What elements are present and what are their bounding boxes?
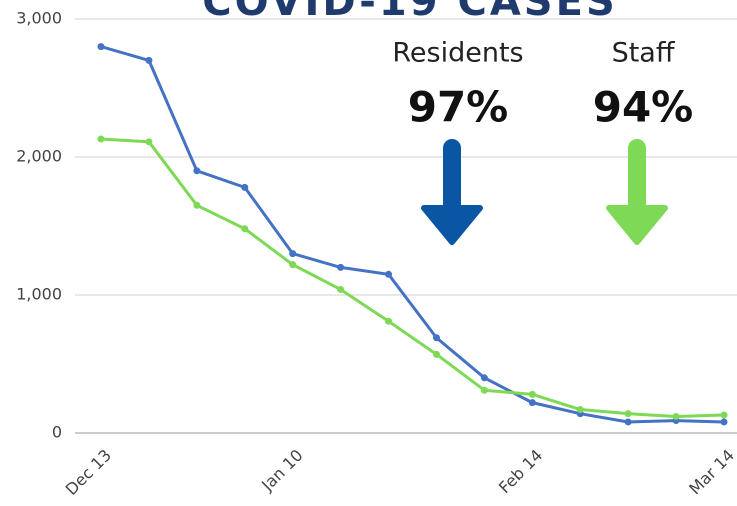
data-point [528,399,536,407]
annotation-label: Staff [612,38,676,69]
data-point [385,270,393,278]
annotation-label: Residents [392,38,523,69]
data-point [672,412,680,420]
y-tick-label: 3,000 [16,9,62,28]
arrow-head [421,205,483,245]
data-point [145,56,153,64]
y-tick-label: 2,000 [16,147,62,166]
chart-title: COVID-19 CASES [202,0,618,25]
x-tick-label: Feb 14 [495,446,546,497]
data-point [576,406,584,414]
x-tick-label: Dec 13 [62,446,115,499]
data-point [720,411,728,419]
data-point [720,418,728,426]
data-point [528,390,536,398]
data-point [624,410,632,418]
data-point [145,138,153,146]
data-point [193,167,201,175]
data-point [624,418,632,426]
x-tick-label: Jan 10 [257,446,307,496]
data-point [337,285,345,293]
data-point [337,263,345,271]
data-point [241,183,249,191]
data-point [432,350,440,358]
data-point [241,225,249,233]
arrow-head [606,205,668,245]
data-point [97,43,105,51]
data-point [480,386,488,394]
series-line [100,137,725,418]
x-tick-label: Mar 14 [685,446,737,499]
data-point [289,261,297,269]
y-tick-label: 1,000 [16,285,62,304]
y-tick-label: 0 [52,423,62,442]
data-point [480,374,488,382]
data-point [432,334,440,342]
series-line [100,45,725,424]
annotation-value: 97% [408,83,509,132]
data-point [193,201,201,209]
data-point [385,317,393,325]
data-point [289,250,297,258]
annotation-value: 94% [593,83,694,132]
data-point [97,135,105,143]
